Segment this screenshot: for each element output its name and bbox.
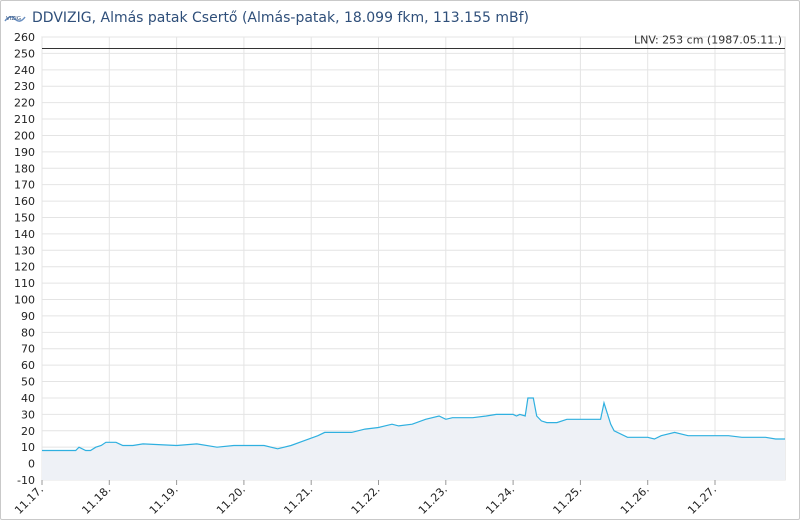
y-tick-label: 140 (14, 228, 35, 241)
y-tick-label: 190 (14, 146, 35, 159)
y-tick-label: 0 (28, 458, 35, 471)
series-area-fill (42, 398, 785, 480)
y-axis: -10 0 10 20 30 40 50 60 70 80 90 100 110 120 130 140 150… (14, 31, 35, 487)
svg-text:VIZIG: VIZIG (6, 16, 21, 22)
y-tick-label: 120 (14, 261, 35, 274)
vizig-logo-icon: VIZIG (4, 16, 26, 22)
y-tick-label: 110 (14, 277, 35, 290)
y-tick-label: -10 (17, 474, 35, 487)
y-tick-label: 80 (21, 326, 35, 339)
x-tick-label: 11.20. (214, 483, 248, 517)
y-tick-label: 70 (21, 343, 35, 356)
reference-line-group: LNV: 253 cm (1987.05.11.) (42, 33, 785, 49)
x-tick-label: 11.22. (349, 483, 383, 517)
y-tick-label: 90 (21, 310, 35, 323)
y-tick-label: 30 (21, 408, 35, 421)
x-tick-label: 11.21. (281, 483, 315, 517)
chart-grid (41, 36, 786, 481)
x-tick-label: 11.24. (483, 483, 517, 517)
series-line (42, 397, 785, 452)
y-tick-label: 170 (14, 179, 35, 192)
y-tick-label: 160 (14, 195, 35, 208)
x-tick-label: 11.17. (12, 483, 46, 517)
x-tick-label: 11.23. (416, 483, 450, 517)
y-tick-label: 130 (14, 244, 35, 257)
y-tick-label: 150 (14, 211, 35, 224)
y-tick-label: 10 (21, 441, 35, 454)
x-tick-label: 11.18. (79, 483, 113, 517)
x-tick-label: 11.19. (147, 483, 181, 517)
chart-header: VIZIG DDVIZIG, Almás patak Csertő (Almás… (4, 7, 529, 29)
y-tick-label: 180 (14, 162, 35, 175)
y-tick-label: 210 (14, 113, 35, 126)
lnv-reference-label: LNV: 253 cm (1987.05.11.) (634, 33, 782, 46)
y-tick-label: 230 (14, 80, 35, 93)
y-tick-label: 100 (14, 294, 35, 307)
y-tick-label: 200 (14, 129, 35, 142)
x-axis: 11.17. 11.18. 11.19. 11.20. 11.21. 11.22. 11.2… (12, 480, 719, 517)
chart-area (42, 397, 785, 480)
y-tick-label: 60 (21, 359, 35, 372)
x-tick-label: 11.26. (618, 483, 652, 517)
y-tick-label: 20 (21, 425, 35, 438)
y-tick-label: 240 (14, 64, 35, 77)
x-tick-label: 11.27. (685, 483, 719, 517)
plot-border (41, 36, 786, 481)
chart-title: DDVIZIG, Almás patak Csertő (Almás-patak… (32, 10, 529, 26)
y-tick-label: 250 (14, 47, 35, 60)
y-tick-label: 220 (14, 97, 35, 110)
y-tick-label: 50 (21, 376, 35, 389)
y-tick-label: 260 (14, 31, 35, 44)
x-tick-label: 11.25. (551, 483, 585, 517)
y-tick-label: 40 (21, 392, 35, 405)
